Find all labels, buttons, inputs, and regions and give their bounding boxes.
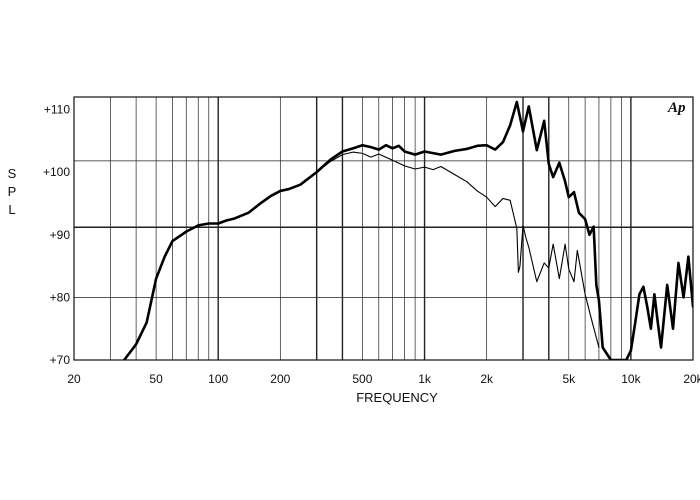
y-tick-label: +80 [50,290,71,304]
x-tick-label: 5k [562,372,576,386]
response-curve-thick [122,100,693,360]
x-tick-label: 200 [270,372,290,386]
x-tick-label: 2k [480,372,494,386]
x-tick-label: 50 [149,372,163,386]
x-tick-label: 10k [621,372,641,386]
x-axis-label: FREQUENCY [356,390,438,405]
y-tick-labels: +70 +80 +90 +100 +110 [43,103,70,368]
x-tick-label: 20 [67,372,81,386]
x-tick-label: 100 [208,372,228,386]
y-tick-label: +90 [50,228,71,242]
x-tick-label: 1k [418,372,432,386]
x-tick-label: 500 [352,372,372,386]
y-tick-label: +110 [44,103,70,117]
y-tick-label: +70 [50,353,71,367]
brand-logo: Ap [667,100,686,116]
y-tick-label: +100 [43,165,70,179]
response-curve-thin [316,151,600,349]
x-tick-labels: 20 50 100 200 500 1k 2k 5k 10k 20k [67,372,700,386]
plot-area-border [73,96,694,361]
chart-traces [122,100,693,360]
x-tick-label: 20k [683,372,700,386]
